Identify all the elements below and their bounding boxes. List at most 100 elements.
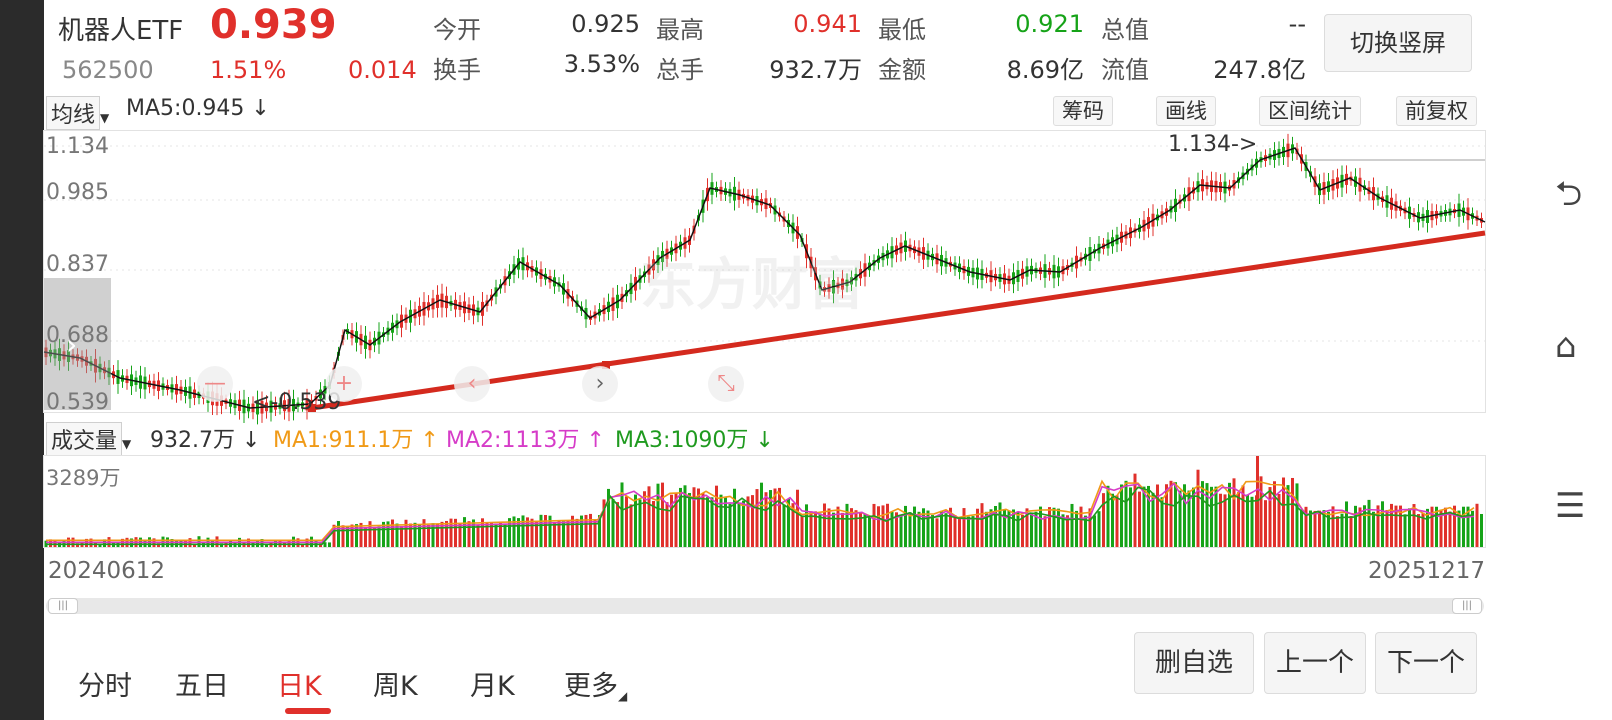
volume-bar [1385,509,1389,547]
tab-more[interactable]: 更多◢ [564,664,627,703]
volume-bar [1439,509,1443,547]
volume-bar [1331,506,1335,547]
volume-bar [143,539,147,547]
volume-bar [103,539,106,547]
tab-intraday[interactable]: 分时 [78,671,132,702]
volume-bar [679,487,682,547]
volume-bar [548,515,552,547]
volume-bar [530,518,534,547]
volume-bar [584,514,588,547]
tab-five-day[interactable]: 五日 [175,671,229,702]
drawer-handle[interactable]: › [44,278,111,410]
volume-bar [1124,480,1128,547]
volume-bar [1286,485,1290,547]
pan-right-icon[interactable]: › [582,366,618,402]
range-scrollbar[interactable] [46,598,1484,614]
forward-adjust-button[interactable]: 前复权 [1396,96,1477,126]
volume-bar [940,510,943,547]
volume-bar [503,523,507,547]
volume-bar [377,526,381,547]
scroll-handle-right[interactable]: ||| [1452,598,1482,614]
ma-selector[interactable]: 均线 ▼ [46,96,109,130]
vol-ma3-label: MA3:1090万 [615,428,749,453]
volume-bar [1412,504,1416,547]
last-price: 0.939 [210,2,337,48]
volume-bar [517,518,520,547]
volume-bar [490,522,493,547]
volume-bar [368,521,372,547]
volume-bar [332,524,336,547]
float-value-value: 247.8亿 [1213,56,1306,84]
volume-bar [265,543,268,547]
volume-bar [1345,501,1348,547]
home-icon[interactable]: ⌂ [1555,326,1577,366]
volume-bar [1336,516,1339,547]
remove-favorite-button[interactable]: 删自选 [1134,632,1254,694]
trend-anchor [308,404,316,412]
volume-value: 932.7万 [150,428,235,453]
volume-bar [341,525,345,547]
volume-bar [926,510,930,547]
next-button[interactable]: 下一个 [1375,632,1477,694]
y-tick-2: 0.985 [46,180,109,205]
volume-bar [49,539,52,547]
volume-bar [98,543,102,547]
volume-bar [1084,515,1087,547]
volume-bar [868,515,871,547]
y-tick-4: 0.688 [46,323,109,348]
volume-bar [652,501,655,547]
tab-monthly-k[interactable]: 月K [470,671,515,702]
volume-bar [494,523,498,547]
volume-bar [1007,510,1011,547]
volume-bar [557,520,561,547]
dropdown-arrow-icon: ▼ [122,437,132,451]
previous-button[interactable]: 上一个 [1264,632,1366,694]
tab-weekly-k[interactable]: 周K [373,671,418,702]
ma5-arrow-icon: ↓ [251,96,270,121]
volume-bar [845,503,849,547]
volume-bar [1354,505,1357,547]
volume-bar [616,502,619,547]
volume-bar [422,519,426,547]
volume-bar [967,516,970,547]
scroll-handle-left[interactable]: ||| [48,598,78,614]
volume-bar [1403,514,1407,547]
volume-bar [1219,493,1222,547]
menu-icon[interactable]: ☰ [1555,486,1586,526]
volume-bar [1309,510,1312,547]
volume-bar [1156,484,1159,547]
volume-selector[interactable]: 成交量 ▼ [46,422,131,456]
zoom-in-icon[interactable]: + [326,366,362,402]
volume-bar [620,482,624,547]
volume-bar [962,508,966,547]
volume-bar [467,521,471,547]
volume-bar [1390,503,1393,547]
ma5-label: MA5:0.945 [126,96,245,121]
range-stats-button[interactable]: 区间统计 [1259,96,1361,126]
volume-bar [1115,495,1119,547]
volume-bar [629,504,633,547]
vol-ma2-readout: MA2:1113万 ↑ [446,422,605,454]
volume-bar [512,516,516,547]
corner-arrow-icon: ◢ [618,689,628,703]
vol-ma2-line [46,482,1475,544]
return-icon[interactable]: ⮌ [1555,174,1583,214]
tab-daily-k[interactable]: 日K [277,671,322,702]
open-label: 今开 [433,16,481,44]
volume-bar [1277,493,1281,547]
volume-bar [832,512,835,547]
chips-button[interactable]: 筹码 [1053,96,1113,126]
zoom-out-icon[interactable]: — [197,366,233,402]
switch-portrait-button[interactable]: 切换竖屏 [1324,14,1472,72]
pan-left-icon[interactable]: ‹ [454,366,490,402]
volume-bar [373,527,376,547]
volume-bar [692,487,696,547]
volume-bar [841,512,844,547]
collapse-icon[interactable]: ⤡ [708,366,744,402]
volume-bar [971,516,975,547]
volume-bar [935,518,939,547]
volume-bar [1151,492,1155,547]
volume-bar [1228,482,1231,547]
draw-line-button[interactable]: 画线 [1156,96,1216,126]
